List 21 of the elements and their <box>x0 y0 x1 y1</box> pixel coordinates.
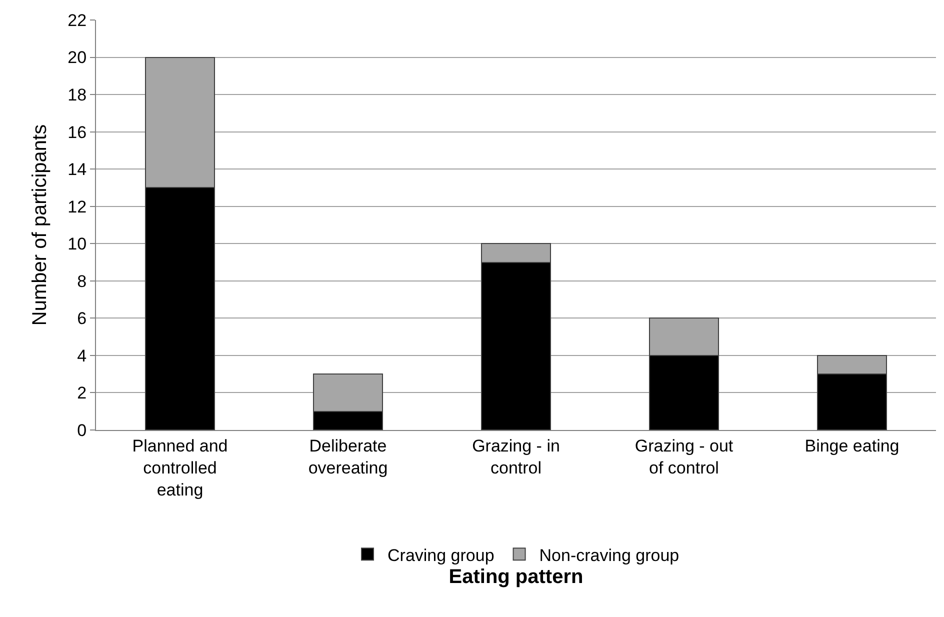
x-tick-label: Deliberate overeating <box>308 436 388 478</box>
x-tick-label: Binge eating <box>804 436 900 456</box>
y-tick-label: 18 <box>68 86 87 104</box>
y-tick-label: 14 <box>68 160 87 180</box>
legend-label: Non-craving group <box>539 546 680 565</box>
y-tick-label: 16 <box>68 122 87 142</box>
y-tick-label: 0 <box>77 420 87 440</box>
y-tick-label: 20 <box>68 48 87 68</box>
legend-label: Craving group <box>388 546 494 565</box>
y-tick-label: 8 <box>77 272 87 291</box>
y-tick-label: 22 <box>68 10 87 30</box>
x-tick-label: Grazing - in control <box>472 436 560 478</box>
y-tick-label: 4 <box>77 346 87 366</box>
y-tick-label: 10 <box>68 234 87 254</box>
y-axis-title: Number of participants <box>29 124 51 326</box>
x-tick-label: Grazing - out of control <box>634 436 734 478</box>
y-tick-label: 2 <box>77 384 87 403</box>
y-tick-label: 12 <box>68 197 87 216</box>
x-axis-title: Eating pattern <box>448 566 584 588</box>
x-tick-label: Planned and controlled eating <box>132 436 228 500</box>
y-tick-label: 6 <box>77 309 87 328</box>
